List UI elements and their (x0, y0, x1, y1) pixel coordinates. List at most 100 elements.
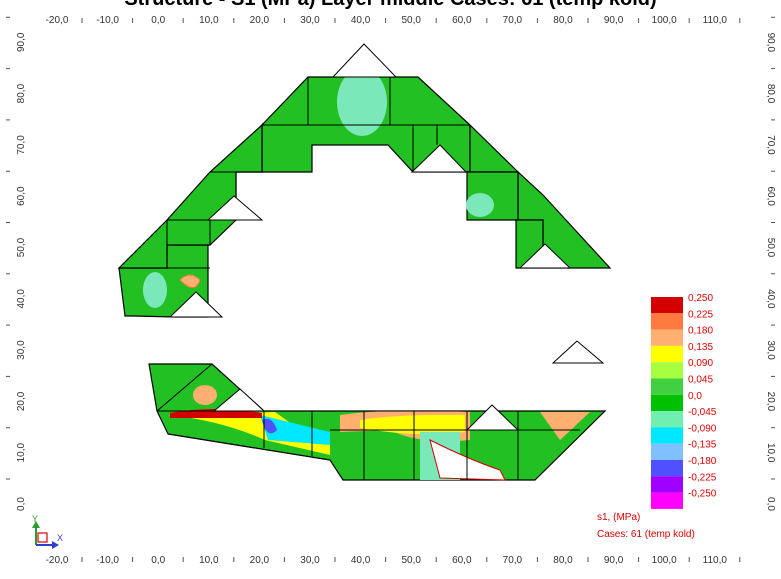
y-tick-right: 80,0 (765, 84, 776, 104)
x-tick-top: 90,0 (604, 15, 624, 26)
x-tick-top: 20,0 (250, 15, 270, 26)
legend-swatch (651, 443, 683, 460)
x-tick-bottom: 70,0 (503, 555, 523, 566)
x-tick-bottom: 90,0 (604, 555, 624, 566)
y-tick-left: 10,0 (16, 443, 27, 463)
y-tick-left: 0,0 (16, 497, 27, 511)
x-tick-top: 30,0 (300, 15, 320, 26)
y-axis-right: 0,0 10,0 20,0 30,0 40,0 50,0 60,0 70,0 80,0 90,0 (765, 16, 776, 511)
y-tick-left: 20,0 (16, 391, 27, 411)
x-tick-bottom: 30,0 (300, 555, 320, 566)
y-tick-left: 30,0 (16, 340, 27, 360)
stress-band-f (360, 414, 465, 435)
legend-swatch (651, 297, 683, 314)
y-tick-left: 90,0 (16, 32, 27, 52)
support-triangle-6 (551, 340, 605, 364)
legend-label: -0,225 (688, 472, 717, 483)
y-tick-right: 60,0 (765, 186, 776, 206)
legend-label: 0,045 (688, 375, 713, 386)
low-stress-region-2 (466, 193, 494, 217)
upper-structure (117, 43, 612, 364)
y-tick-left: 80,0 (16, 83, 27, 103)
legend-label: -0,045 (688, 407, 717, 418)
legend-swatch (651, 492, 683, 509)
y-tick-left: 60,0 (16, 186, 27, 206)
support-triangle-3 (206, 195, 264, 221)
coordinate-axes-icon: Y X (32, 514, 63, 549)
legend-swatch (651, 394, 683, 412)
y-tick-right: 90,0 (765, 33, 776, 53)
y-tick-right: 0,0 (765, 497, 776, 511)
y-axis-left: 0,0 10,0 20,0 30,0 40,0 50,0 60,0 70,0 80,0 90,0 (6, 16, 27, 511)
plot-title: Structure - S1 (MPa) Layer middle Cases:… (0, 0, 781, 11)
x-tick-bottom: 110,0 (703, 555, 728, 566)
x-axis-letter: X (57, 533, 63, 543)
legend-label: 0,180 (688, 326, 713, 337)
support-triangle-top (331, 43, 398, 78)
legend-label: 0,135 (688, 342, 713, 353)
x-axis-top: -20,0 -10,0 0,0 10,0 20,0 30,0 40,0 50,0 60,0 70,… (46, 15, 741, 26)
x-tick-top: 40,0 (351, 15, 371, 26)
y-tick-right: 50,0 (765, 238, 776, 258)
support-triangle-2 (410, 144, 468, 173)
x-tick-bottom: 100,0 (652, 555, 677, 566)
stress-band-j (193, 385, 217, 405)
legend-swatch (651, 378, 683, 395)
x-tick-top: 60,0 (452, 15, 472, 26)
legend-label: 0,090 (688, 358, 713, 369)
x-tick-bottom: 40,0 (351, 555, 371, 566)
x-tick-top: 110,0 (703, 15, 728, 26)
x-tick-bottom: 50,0 (401, 555, 421, 566)
legend-swatch (651, 460, 683, 477)
low-stress-region (337, 68, 387, 136)
lower-structure (148, 363, 607, 481)
legend-swatch (651, 362, 683, 379)
y-tick-right: 20,0 (765, 392, 776, 412)
x-tick-top: 70,0 (503, 15, 523, 26)
x-tick-bottom: -10,0 (96, 555, 119, 566)
x-tick-top: 80,0 (553, 15, 573, 26)
case-label: Cases: 61 (temp kold) (597, 529, 695, 540)
legend-label: -0,250 (688, 489, 717, 500)
stress-band-h (540, 412, 590, 440)
legend-label: -0,135 (688, 440, 717, 451)
x-tick-top: -20,0 (46, 15, 69, 26)
x-tick-top: 50,0 (401, 15, 421, 26)
x-tick-bottom: 10,0 (199, 555, 219, 566)
legend-label: 0,225 (688, 309, 713, 320)
support-triangle-5 (168, 291, 224, 318)
y-axis-letter: Y (32, 514, 38, 524)
legend-swatch (651, 329, 683, 346)
y-tick-left: 50,0 (16, 237, 27, 257)
x-tick-bottom: 0,0 (151, 555, 165, 566)
legend-swatch (651, 313, 683, 330)
legend-label: 0,250 (688, 293, 713, 304)
x-tick-top: 10,0 (199, 15, 219, 26)
y-tick-right: 30,0 (765, 340, 776, 360)
low-stress-region-3 (143, 272, 167, 308)
x-axis-bottom: -20,0 -10,0 0,0 10,0 20,0 30,0 40,0 50,0 60,0 70,… (46, 555, 741, 566)
color-legend: 0,250 0,225 0,180 0,135 0,090 0,045 0,0 -0,045 -… (651, 293, 717, 509)
y-tick-left: 40,0 (16, 289, 27, 309)
legend-label: 0,0 (688, 391, 702, 402)
legend-label: -0,090 (688, 423, 717, 434)
legend-swatch (651, 345, 683, 363)
y-tick-left: 70,0 (16, 135, 27, 155)
support-triangle-4 (518, 243, 572, 269)
stress-band-c (262, 418, 277, 434)
y-tick-right: 10,0 (765, 443, 776, 463)
support-triangle-8 (465, 404, 520, 431)
x-tick-bottom: 20,0 (250, 555, 270, 566)
y-tick-right: 40,0 (765, 289, 776, 309)
legend-swatch (651, 411, 683, 428)
x-tick-top: 0,0 (151, 15, 165, 26)
support-triangle-7 (212, 388, 266, 412)
y-tick-right: 70,0 (765, 135, 776, 155)
legend-label: -0,180 (688, 456, 717, 467)
legend-swatch (651, 427, 683, 444)
legend-swatch (651, 476, 683, 493)
result-type-label: s1, (MPa) (597, 512, 640, 523)
x-tick-bottom: 80,0 (553, 555, 573, 566)
